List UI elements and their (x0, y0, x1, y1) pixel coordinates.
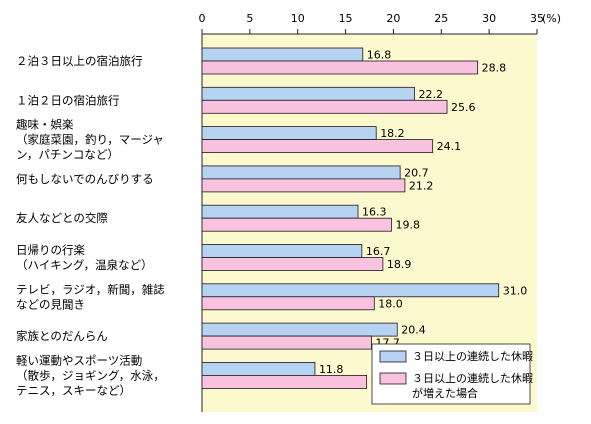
category-label: 家族とのだんらん (16, 329, 108, 343)
data-label-series-1: 22.2 (418, 88, 443, 101)
x-tick-label: 35 (530, 12, 544, 25)
bar-series-2 (201, 60, 479, 75)
bar-series-1 (201, 361, 316, 376)
legend-swatch-series-1 (379, 350, 407, 363)
data-label-series-1: 18.2 (380, 127, 405, 140)
category-label: ン，パチンコなど） (16, 148, 119, 162)
data-label-series-2: 18.9 (387, 258, 412, 271)
x-tick-label: 0 (199, 12, 206, 25)
category-label: （散歩，ジョギング，水泳， (16, 368, 165, 382)
bar-series-2 (201, 257, 384, 271)
bar-series-2 (201, 335, 372, 350)
x-tick-label: 10 (291, 12, 305, 25)
legend-label-series-2: ３日以上の連続した休暇 (412, 371, 533, 385)
category-label: １泊２日の宿泊旅行 (16, 93, 120, 107)
data-label-series-1: 20.7 (404, 166, 429, 179)
data-label-series-1: 16.7 (366, 245, 391, 258)
x-tick-label: 20 (386, 12, 400, 25)
x-axis-unit: (%) (542, 12, 561, 25)
category-label: （ハイキング，温泉など） (16, 258, 153, 272)
category-label: 軽い運動やスポーツ活動 (16, 353, 142, 367)
category-label: （家庭菜園，釣り，マージャ (16, 133, 164, 147)
data-label-series-1: 16.3 (362, 206, 387, 219)
category-label: 友人などとの交際 (16, 211, 108, 225)
bar-series-2 (201, 374, 368, 389)
data-label-series-2: 19.8 (396, 219, 421, 232)
data-label-series-2: 21.2 (409, 179, 434, 192)
category-label: ２泊３日以上の宿泊旅行 (16, 54, 143, 68)
x-tick-label: 30 (482, 12, 496, 25)
legend-label-series-2: が増えた場合 (412, 386, 478, 400)
data-label-series-1: 11.8 (319, 363, 344, 376)
bar-series-1 (201, 126, 377, 140)
x-tick-label: 5 (246, 12, 253, 25)
bar-series-1 (201, 165, 401, 180)
data-label-series-1: 31.0 (503, 284, 528, 297)
legend-label-series-1: ３日以上の連続した休暇 (412, 349, 533, 363)
category-label: テニス，スキーなど） (16, 383, 131, 397)
x-tick-label: 25 (434, 12, 448, 25)
bar-series-1 (201, 86, 415, 101)
bar-series-2 (201, 99, 448, 114)
bar-series-1 (201, 322, 398, 337)
data-label-series-2: 28.8 (482, 62, 507, 75)
bar-series-2 (201, 139, 434, 154)
category-label: テレビ，ラジオ，新聞，雑誌 (16, 282, 165, 296)
bar-series-1 (201, 47, 364, 62)
category-label: 日帰りの行楽 (16, 243, 85, 257)
bars: 16.8 28.8 22.2 25.6 18.2 24.1 20.721.2 16.3 19.8… (201, 47, 528, 389)
category-label: などの見聞き (16, 297, 85, 311)
legend-swatch-series-2 (379, 372, 407, 385)
bar-series-1 (201, 244, 363, 258)
x-tick-label: 15 (339, 12, 353, 25)
bar-series-2 (201, 178, 406, 193)
bar-series-2 (201, 296, 375, 311)
category-label: 趣味・娯楽 (16, 118, 74, 132)
bar-series-2 (201, 217, 392, 232)
category-label: 何もしないでのんびりする (16, 172, 154, 186)
data-label-series-1: 20.4 (401, 324, 426, 337)
data-label-series-2: 18.0 (378, 297, 403, 310)
data-label-series-2: 25.6 (451, 101, 476, 114)
bar-series-1 (201, 283, 500, 298)
data-label-series-2: 24.1 (437, 140, 462, 153)
data-label-series-1: 16.8 (367, 49, 392, 62)
bar-series-1 (201, 204, 359, 219)
category-labels: ２泊３日以上の宿泊旅行 １泊２日の宿泊旅行趣味・娯楽（家庭菜園，釣り，マージャン，… (16, 54, 165, 397)
